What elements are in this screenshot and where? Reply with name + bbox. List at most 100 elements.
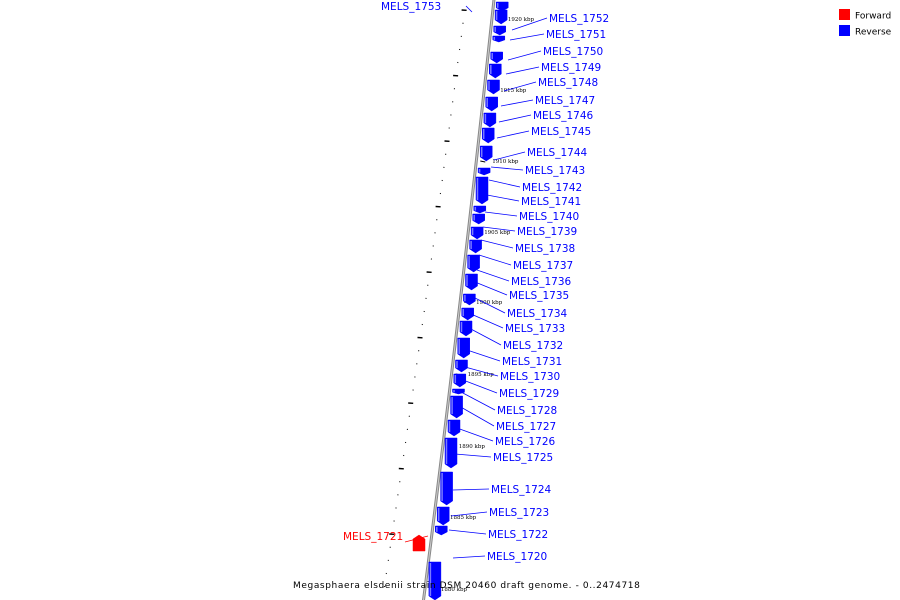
gene-leader-line (404, 535, 429, 543)
gene-label-mels-1726[interactable]: MELS_1726 (495, 436, 555, 448)
gene-glyph-mels-1751[interactable] (493, 25, 506, 36)
gene-glyph-mels-1720[interactable] (428, 561, 442, 600)
gene-label-mels-1724[interactable]: MELS_1724 (491, 484, 551, 496)
gene-glyph-mels-1740[interactable] (473, 205, 487, 214)
gene-label-mels-1737[interactable]: MELS_1737 (513, 260, 573, 272)
gene-glyph-mels-1748[interactable] (489, 63, 502, 79)
gene-leader-line (452, 488, 490, 491)
gene-glyph-mels-1745[interactable] (483, 112, 497, 128)
gene-label-mels-1734[interactable]: MELS_1734 (507, 308, 567, 320)
gene-glyph-mels-1722[interactable] (435, 525, 448, 536)
gene-glyph-mels-1726[interactable] (447, 419, 461, 437)
gene-glyph-mels-1735[interactable] (465, 273, 478, 291)
gene-leader-line (476, 269, 510, 282)
gene-label-mels-1738[interactable]: MELS_1738 (515, 243, 575, 255)
gene-label-mels-1753[interactable]: MELS_1753 (381, 1, 441, 13)
gene-label-mels-1739[interactable]: MELS_1739 (517, 226, 577, 238)
gene-label-mels-1745[interactable]: MELS_1745 (531, 126, 591, 138)
gene-glyph-mels-1737[interactable] (469, 239, 482, 254)
legend-forward-swatch (839, 9, 850, 20)
gene-leader-line (464, 366, 499, 377)
gene-label-mels-1744[interactable]: MELS_1744 (527, 147, 587, 159)
gene-leader-line (452, 555, 486, 559)
gene-track (412, 1, 509, 600)
gene-label-mels-1743[interactable]: MELS_1743 (525, 165, 585, 177)
gene-label-mels-1732[interactable]: MELS_1732 (503, 340, 563, 352)
gene-glyph-mels-1730[interactable] (455, 359, 468, 373)
gene-leader-line (511, 17, 548, 31)
gene-glyph-mels-1753[interactable] (495, 1, 509, 12)
gene-glyph-mels-1727[interactable] (450, 395, 463, 419)
gene-glyph-mels-1747[interactable] (487, 79, 500, 95)
gene-label-mels-1735[interactable]: MELS_1735 (509, 290, 569, 302)
gene-glyph-mels-1732[interactable] (459, 320, 473, 337)
gene-glyph-mels-1734[interactable] (463, 293, 476, 306)
gene-leader-line (503, 81, 537, 92)
gene-glyph-mels-1738[interactable] (470, 226, 484, 240)
gene-leader-line (472, 296, 506, 314)
gene-leader-line (480, 239, 514, 249)
gene-leader-line (458, 405, 495, 427)
genome-caption: Megasphaera elsdenii strain DSM 20460 dr… (293, 581, 640, 591)
legend-forward-label: Forward (855, 12, 891, 22)
kbp-tick-label: 1900 kbp (476, 300, 503, 306)
genome-backbone-inner (423, 0, 495, 600)
kbp-tick-label: 1880 kbp (441, 587, 468, 593)
gene-glyph-mels-1729[interactable] (453, 373, 467, 388)
gene-glyph-mels-1752[interactable] (494, 9, 508, 25)
gene-glyph-mels-1741[interactable] (475, 176, 489, 205)
gene-glyph-mels-1743[interactable] (479, 145, 493, 162)
gene-leader-line (484, 211, 518, 217)
gene-label-mels-1747[interactable]: MELS_1747 (535, 95, 595, 107)
legend-reverse-label: Reverse (855, 28, 892, 38)
gene-label-mels-1741[interactable]: MELS_1741 (521, 196, 581, 208)
gene-label-mels-1746[interactable]: MELS_1746 (533, 110, 593, 122)
gene-label-mels-1752[interactable]: MELS_1752 (549, 13, 609, 25)
gene-glyph-mels-1731[interactable] (457, 337, 470, 359)
gene-leader-line (507, 50, 542, 61)
gene-label-mels-1722[interactable]: MELS_1722 (488, 529, 548, 541)
kbp-tick-label: 1905 kbp (484, 230, 511, 236)
kbp-tick-mark (480, 160, 486, 163)
gene-leader-line (474, 281, 508, 296)
legend: Forward Reverse (839, 9, 892, 38)
kbp-tick-label: 1915 kbp (500, 88, 527, 94)
gene-label-mels-1723[interactable]: MELS_1723 (489, 507, 549, 519)
gene-leader-line (493, 151, 526, 161)
gene-label-mels-1740[interactable]: MELS_1740 (519, 211, 579, 223)
gene-label-mels-1751[interactable]: MELS_1751 (546, 29, 606, 41)
gene-label-mels-1730[interactable]: MELS_1730 (500, 371, 560, 383)
gene-label-mels-1742[interactable]: MELS_1742 (522, 182, 582, 194)
gene-label-mels-1729[interactable]: MELS_1729 (499, 388, 559, 400)
gene-label-mels-1736[interactable]: MELS_1736 (511, 276, 571, 288)
gene-glyph-mels-1744[interactable] (481, 127, 495, 144)
gene-leader-line (454, 453, 492, 458)
gene-glyph-mels-1733[interactable] (461, 307, 474, 321)
gene-label-mels-1749[interactable]: MELS_1749 (541, 62, 601, 74)
gene-glyph-mels-1739[interactable] (472, 213, 485, 225)
gene-label-mels-1721[interactable]: MELS_1721 (343, 531, 403, 543)
gene-glyph-mels-1750[interactable] (492, 35, 506, 43)
gene-label-mels-1733[interactable]: MELS_1733 (505, 323, 565, 335)
gene-label-mels-1728[interactable]: MELS_1728 (497, 405, 557, 417)
gene-leader-line (448, 529, 487, 535)
gene-leader-line (468, 327, 502, 346)
gene-glyph-mels-1725[interactable] (444, 437, 458, 469)
gene-leader-line (500, 99, 534, 107)
gene-glyph-mels-1724[interactable] (440, 471, 453, 506)
gene-glyph-mels-1746[interactable] (485, 96, 498, 112)
gene-glyph-mels-1749[interactable] (490, 51, 503, 64)
gene-label-mels-1750[interactable]: MELS_1750 (543, 46, 603, 58)
gene-glyph-mels-1742[interactable] (477, 167, 491, 176)
gene-leader-line (450, 511, 488, 517)
gene-leader-line (470, 313, 504, 329)
gene-glyph-mels-1728[interactable] (452, 388, 465, 395)
gene-label-mels-1748[interactable]: MELS_1748 (538, 77, 598, 89)
gene-label-mels-1727[interactable]: MELS_1727 (496, 421, 556, 433)
gene-label-mels-1720[interactable]: MELS_1720 (487, 551, 547, 563)
gene-glyph-mels-1736[interactable] (467, 254, 480, 273)
gene-glyph-mels-1723[interactable] (436, 506, 450, 526)
gene-label-mels-1731[interactable]: MELS_1731 (502, 356, 562, 368)
gene-label-mels-1725[interactable]: MELS_1725 (493, 452, 553, 464)
